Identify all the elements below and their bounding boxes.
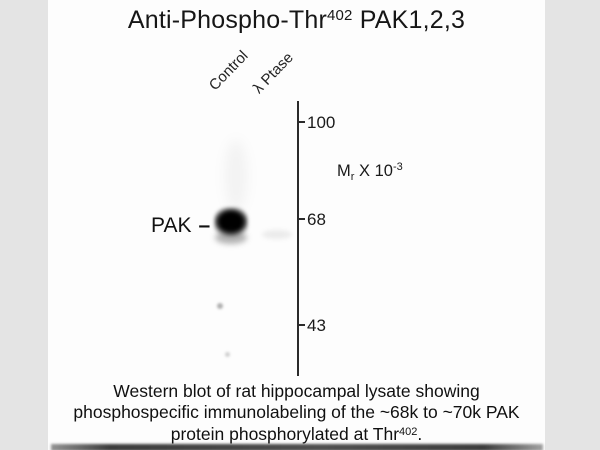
lane-label-control: Control	[205, 47, 252, 94]
mw-tick-43	[299, 324, 305, 326]
mw-scale-sub-r: r	[350, 171, 355, 183]
figure-title-text: Anti-Phospho-Thr	[127, 6, 327, 34]
blot-band-control-smear	[215, 231, 247, 244]
mw-tick-100	[299, 121, 305, 123]
figure-title-suffix: PAK1,2,3	[352, 6, 466, 34]
caption-line-3-text: protein phosphorylated at Thr	[170, 424, 400, 444]
figure-title-superscript: 402	[326, 7, 353, 24]
blot-speck-lower	[225, 352, 230, 357]
caption-line-3-superscript: 402	[399, 426, 418, 438]
caption-line-2: phosphospecific immunolabeling of the ~6…	[73, 401, 520, 422]
control-lane-haze	[225, 140, 247, 212]
bottom-dark-strip	[51, 444, 543, 450]
mw-scale-rest: X 10	[354, 162, 393, 180]
blot-speck-upper	[217, 303, 223, 309]
figure-title: Anti-Phospho-Thr402 PAK1,2,3	[48, 6, 545, 35]
caption-line-3-period: .	[417, 424, 423, 444]
mw-label-100: 100	[307, 113, 336, 132]
blot-band-control	[214, 207, 248, 239]
lane-label-lambda-ptase: λ Ptase	[249, 49, 297, 97]
mw-scale-exponent: -3	[392, 161, 403, 173]
mw-label-68: 68	[307, 210, 326, 229]
left-gray-margin	[0, 0, 48, 450]
molecular-weight-axis-line	[297, 101, 299, 376]
mw-scale-m: M	[337, 162, 351, 180]
mw-scale-label: Mr X 10-3	[337, 161, 403, 183]
blot-band-lambda-ptase-faint	[262, 230, 292, 239]
caption-line-3: protein phosphorylated at Thr402.	[48, 422, 545, 445]
figure-caption: Western blot of rat hippocampal lysate s…	[48, 381, 545, 445]
caption-line-1: Western blot of rat hippocampal lysate s…	[113, 381, 480, 401]
right-gray-margin	[545, 0, 600, 450]
pak-band-label: PAK –	[151, 214, 210, 238]
mw-label-43: 43	[307, 316, 326, 335]
pak-text: PAK	[151, 214, 192, 237]
mw-tick-68	[299, 218, 305, 220]
pak-pointer-dash: –	[198, 214, 211, 237]
